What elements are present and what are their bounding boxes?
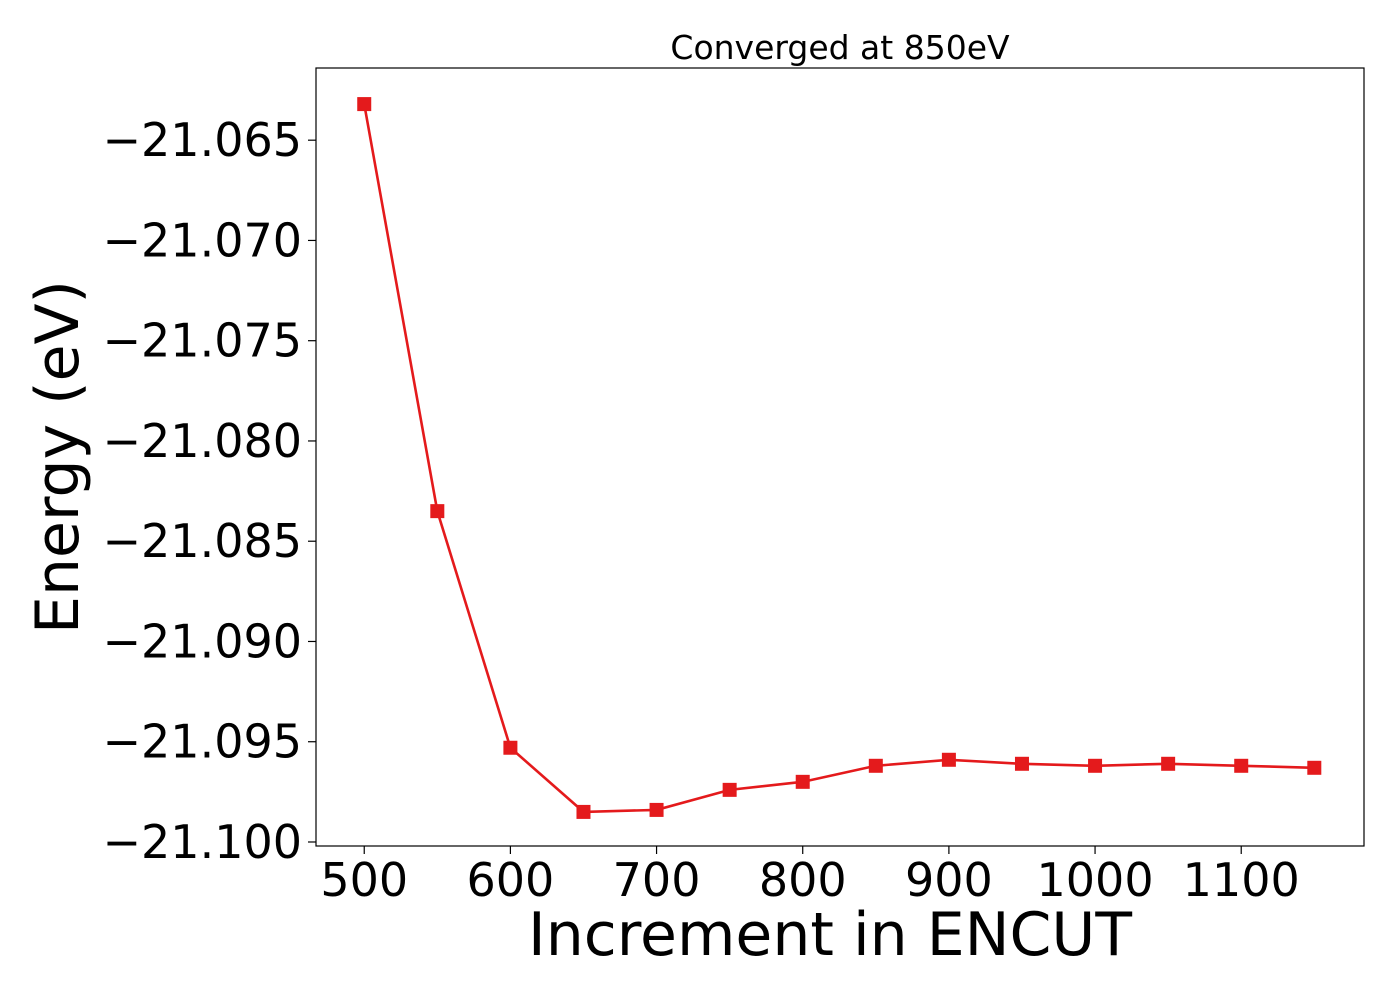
y-tick-label: −21.100 [103,815,303,869]
chart-title: Converged at 850eV [670,28,1010,67]
series-layer [357,97,1322,819]
data-point [1161,756,1176,771]
series-line [362,103,1315,814]
plot-area [315,67,1365,847]
data-point [941,752,956,767]
data-point [1234,758,1249,773]
y-tick-label: −21.085 [103,514,303,568]
data-point [430,504,445,519]
data-point [868,758,883,773]
data-point [649,802,664,817]
x-tick-label: 700 [613,853,701,907]
x-tick-label: 600 [466,853,554,907]
x-tick-label: 800 [759,853,847,907]
y-tick-label: −21.090 [103,614,303,668]
x-tick-label: 500 [320,853,408,907]
data-point [357,97,372,112]
data-point [1307,760,1322,775]
data-point [503,740,518,755]
y-tick-label: −21.070 [103,213,303,267]
data-point [722,782,737,797]
x-tick-label: 1100 [1183,853,1300,907]
y-tick-label: −21.080 [103,414,303,468]
y-axis: −21.065 −21.070 −21.075 −21.080 −21.085 −21.0… [103,113,316,869]
data-point [576,804,591,819]
x-axis-title: Increment in ENCUT [528,900,1132,970]
x-tick-label: 1000 [1037,853,1154,907]
data-point [1014,756,1029,771]
data-point [1088,758,1103,773]
x-axis: 500 600 700 800 900 1000 1100 [320,846,1300,907]
x-tick-label: 900 [905,853,993,907]
y-tick-label: −21.075 [103,314,303,368]
y-tick-label: −21.095 [103,715,303,769]
data-point [795,774,810,789]
y-axis-title: Energy (eV) [23,280,93,634]
y-tick-label: −21.065 [103,113,303,167]
